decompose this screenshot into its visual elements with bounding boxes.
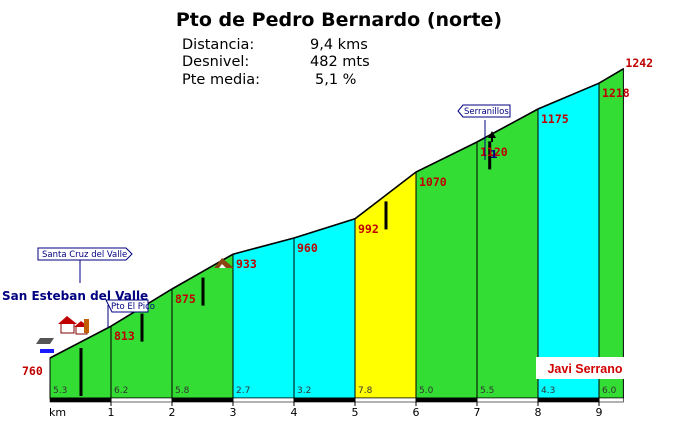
stat-gradient-label: Pte media: bbox=[182, 72, 260, 88]
town-icon bbox=[58, 316, 89, 335]
axis-km-band-4 bbox=[293, 397, 356, 403]
x-tick-label-6: 6 bbox=[413, 406, 420, 419]
gradient-label-5: 3.2 bbox=[297, 386, 311, 396]
gradient-label-2: 6.2 bbox=[114, 386, 128, 396]
author-name: Javi Serrano bbox=[547, 362, 622, 376]
stats-block: Distancia: 9,4 kms Desnivel: 482 mts Pte… bbox=[182, 37, 370, 88]
stat-gradient-value: 5,1 % bbox=[315, 72, 356, 88]
x-tick-label-2: 2 bbox=[169, 406, 176, 419]
gradient-label-9: 4.3 bbox=[541, 386, 555, 396]
gradient-label-3: 5.8 bbox=[175, 386, 190, 396]
gradient-label-4: 2.7 bbox=[236, 386, 250, 396]
elevation-label-760: 760 bbox=[22, 364, 43, 378]
chart-title: Pto de Pedro Bernardo (norte) bbox=[176, 9, 502, 31]
elevation-label-1175: 1175 bbox=[541, 112, 569, 126]
summit-sign-label: Serranillos bbox=[464, 107, 509, 117]
axis-km-band-5 bbox=[354, 397, 417, 403]
tree-icon bbox=[488, 131, 496, 138]
elevation-label-1218: 1218 bbox=[602, 86, 630, 100]
direction-sign-arrow bbox=[37, 247, 133, 261]
profile-marker-2 bbox=[140, 313, 144, 342]
axis-km-band-8 bbox=[537, 397, 600, 403]
gradient-label-10: 6.0 bbox=[602, 386, 617, 396]
x-axis-label: km bbox=[49, 406, 66, 419]
stat-distance-value: 9,4 kms bbox=[310, 37, 368, 53]
gradient-labels: 5.3 6.2 5.8 2.7 3.2 7.8 5.0 5.5 4.3 6.0 bbox=[53, 386, 617, 396]
x-tick-label-1: 1 bbox=[108, 406, 115, 419]
x-tick-label-4: 4 bbox=[291, 406, 298, 419]
gradient-label-7: 5.0 bbox=[419, 386, 434, 396]
gradient-label-6: 7.8 bbox=[358, 386, 373, 396]
elevation-label-933: 933 bbox=[236, 257, 257, 271]
axis-km-band-0 bbox=[49, 397, 112, 403]
x-tick-label-8: 8 bbox=[535, 406, 542, 419]
axis-km-band-9 bbox=[598, 397, 624, 403]
elevation-label-875: 875 bbox=[175, 292, 196, 306]
stat-elevation-label: Desnivel: bbox=[182, 54, 249, 70]
axis-km-band-6 bbox=[415, 397, 478, 403]
elevation-label-1242: 1242 bbox=[625, 56, 653, 70]
x-tick-label-7: 7 bbox=[474, 406, 481, 419]
start-signage: Santa Cruz del Valle San Esteban del Val… bbox=[2, 247, 155, 353]
x-tick-label-9: 9 bbox=[596, 406, 603, 419]
axis-km-band-7 bbox=[476, 397, 539, 403]
segment-3 bbox=[171, 253, 234, 399]
elevation-label-1070: 1070 bbox=[419, 175, 447, 189]
x-tick-label-3: 3 bbox=[230, 406, 237, 419]
axis-km-band-2 bbox=[171, 397, 234, 403]
profile-marker-4 bbox=[384, 201, 388, 230]
stat-elevation-value: 482 mts bbox=[310, 54, 370, 70]
elevation-label-992: 992 bbox=[358, 222, 379, 236]
author-badge: Javi Serrano bbox=[536, 357, 634, 379]
profile-line bbox=[49, 68, 624, 359]
elevation-label-960: 960 bbox=[297, 241, 318, 255]
elevation-label-813: 813 bbox=[114, 329, 135, 343]
profile-marker-5 bbox=[488, 141, 492, 170]
x-tick-label-5: 5 bbox=[352, 406, 359, 419]
elevation-labels: 760 813 875 933 960 992 1070 1120 1175 1218 1242 bbox=[22, 56, 653, 378]
profile-marker-3 bbox=[201, 277, 205, 306]
pass-sign-label: Pto El Pico bbox=[111, 302, 155, 312]
summit-sign-plate bbox=[457, 104, 511, 118]
stat-distance-label: Distancia: bbox=[182, 37, 254, 53]
profile-marker-start bbox=[79, 348, 83, 396]
segments-layer bbox=[49, 67, 624, 399]
summit-marker: 1 bbox=[490, 148, 498, 161]
gradient-label-8: 5.5 bbox=[480, 386, 494, 396]
summit-signage: Serranillos 1 bbox=[457, 104, 511, 161]
markers-layer bbox=[79, 141, 492, 396]
elevation-label-1120: 1120 bbox=[480, 145, 508, 159]
axis-km-band-1 bbox=[110, 397, 173, 403]
gradient-label-1: 5.3 bbox=[53, 386, 67, 396]
mountain-icon bbox=[214, 258, 234, 268]
pass-sign-plate bbox=[105, 299, 149, 313]
road-icon bbox=[36, 338, 54, 353]
x-axis: km 1 2 3 4 5 6 7 8 9 bbox=[49, 397, 624, 419]
segment-9 bbox=[537, 82, 600, 399]
segment-10 bbox=[598, 67, 624, 399]
direction-sign-label: Santa Cruz del Valle bbox=[42, 250, 127, 260]
axis-km-band-3 bbox=[232, 397, 295, 403]
